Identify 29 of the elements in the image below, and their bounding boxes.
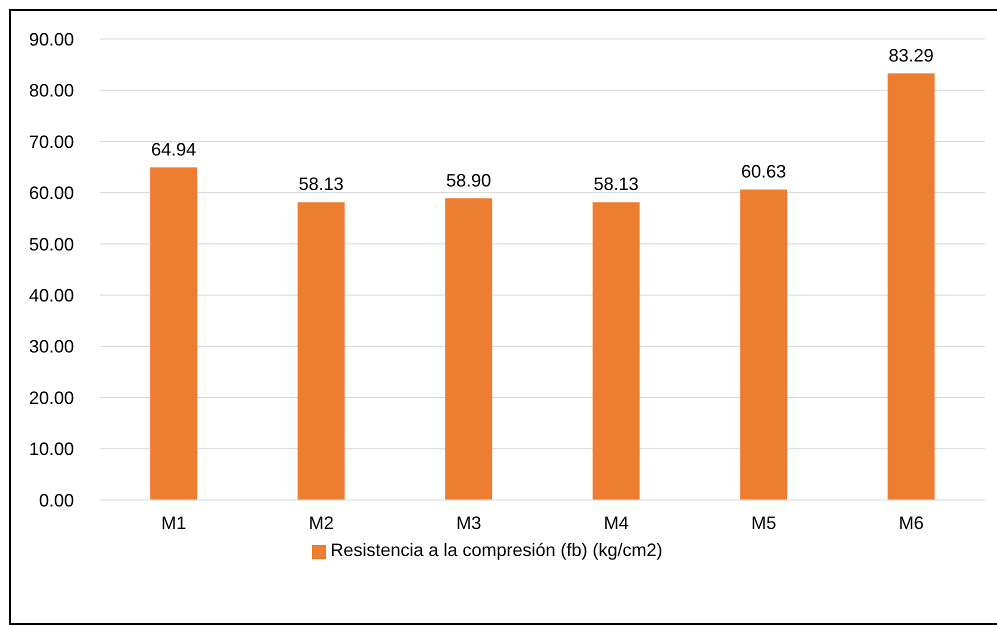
data-label: 83.29: [888, 45, 934, 66]
y-tick-label: 10.00: [28, 439, 74, 460]
bar: [150, 167, 198, 500]
data-label: 58.90: [446, 170, 492, 190]
bar: [592, 202, 640, 500]
bar: [445, 198, 492, 500]
bar: [888, 73, 935, 500]
x-tick-label: M5: [751, 512, 776, 533]
x-tick-label: M1: [161, 512, 186, 533]
y-tick-label: 90.00: [28, 29, 74, 50]
y-tick-label: 70.00: [28, 132, 74, 152]
legend-label: Resistencia a la compresión (fb) (kg/cm2): [330, 540, 663, 560]
y-tick-label: 60.00: [28, 183, 74, 204]
x-tick-label: M6: [898, 512, 924, 533]
y-tick-label: 30.00: [28, 336, 74, 357]
data-label: 60.63: [741, 161, 786, 182]
bar: [298, 202, 345, 500]
data-label: 64.94: [151, 139, 196, 160]
y-tick-label: 40.00: [28, 286, 74, 306]
x-tick-label: M3: [456, 512, 482, 533]
y-tick-label: 50.00: [28, 234, 74, 254]
x-tick-label: M4: [604, 512, 629, 533]
y-tick-label: 20.00: [28, 388, 74, 408]
y-tick-label: 0.00: [38, 490, 74, 510]
data-label: 58.13: [594, 174, 639, 194]
x-tick-label: M2: [308, 512, 334, 533]
bar: [740, 189, 788, 500]
y-tick-label: 80.00: [28, 80, 74, 101]
data-label: 58.13: [298, 174, 344, 194]
